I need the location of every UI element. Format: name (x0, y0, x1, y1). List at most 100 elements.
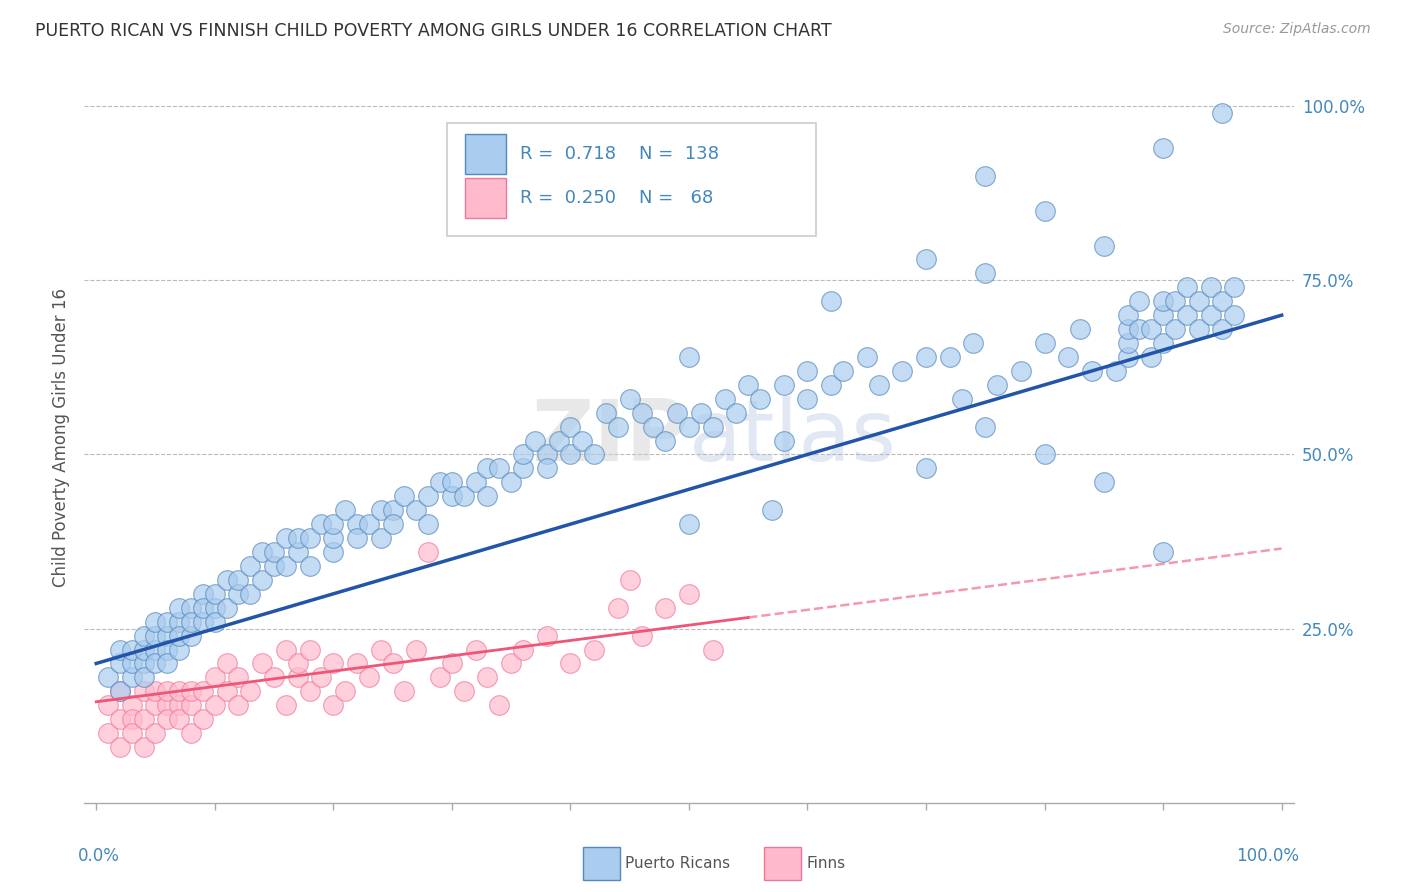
Point (1152, 336, 1174, 351)
Point (145, 726, 167, 740)
Point (381, 503, 404, 517)
Point (868, 377, 890, 392)
Point (418, 517, 440, 532)
Point (274, 698, 297, 713)
Point (678, 350, 700, 364)
Point (239, 684, 262, 698)
Point (1116, 336, 1139, 351)
Point (702, 642, 724, 657)
Point (950, 392, 973, 406)
FancyBboxPatch shape (465, 135, 506, 174)
Point (145, 684, 167, 698)
Point (820, 377, 842, 392)
Text: Finns: Finns (806, 856, 845, 871)
Point (606, 419, 628, 434)
Point (820, 294, 842, 309)
Point (440, 489, 463, 503)
Point (974, 419, 997, 434)
Point (689, 406, 711, 420)
Text: R =  0.250    N =   68: R = 0.250 N = 68 (520, 189, 713, 207)
Point (298, 684, 321, 698)
Point (1223, 308, 1246, 322)
Point (108, 684, 131, 698)
Point (1116, 308, 1139, 322)
Point (1128, 322, 1150, 336)
Point (156, 712, 179, 726)
Point (145, 698, 167, 713)
Point (108, 740, 131, 755)
Point (749, 392, 772, 406)
Point (1057, 350, 1080, 364)
Point (215, 657, 238, 671)
Point (394, 489, 416, 503)
Point (915, 461, 938, 475)
Point (1069, 322, 1091, 336)
Point (274, 642, 297, 657)
Point (121, 657, 143, 671)
Point (1164, 294, 1187, 309)
Point (761, 503, 783, 517)
Point (501, 475, 523, 490)
Point (263, 545, 285, 559)
Point (191, 600, 214, 615)
Point (832, 364, 855, 378)
Text: Source: ZipAtlas.com: Source: ZipAtlas.com (1223, 22, 1371, 37)
Point (772, 434, 794, 448)
Point (167, 712, 190, 726)
Point (145, 615, 167, 629)
Text: PUERTO RICAN VS FINNISH CHILD POVERTY AMONG GIRLS UNDER 16 CORRELATION CHART: PUERTO RICAN VS FINNISH CHILD POVERTY AM… (35, 22, 832, 40)
Point (1152, 294, 1174, 309)
Text: atlas: atlas (689, 395, 897, 479)
Point (512, 642, 534, 657)
Point (97, 726, 120, 740)
Point (440, 475, 463, 490)
Point (322, 698, 344, 713)
Point (97, 670, 120, 684)
Point (274, 558, 297, 573)
Point (654, 600, 676, 615)
Point (370, 503, 392, 517)
Point (121, 698, 143, 713)
Point (512, 461, 534, 475)
Point (145, 657, 167, 671)
Point (678, 419, 700, 434)
Point (215, 600, 238, 615)
FancyBboxPatch shape (763, 847, 801, 880)
Point (1116, 350, 1139, 364)
Point (156, 615, 179, 629)
Point (121, 642, 143, 657)
Point (1188, 294, 1211, 309)
Point (156, 698, 179, 713)
Point (180, 698, 202, 713)
Point (132, 712, 155, 726)
Point (630, 406, 652, 420)
Point (725, 406, 748, 420)
Point (464, 642, 486, 657)
Point (145, 642, 167, 657)
Point (560, 448, 582, 462)
Point (346, 531, 368, 545)
Point (191, 587, 214, 601)
Point (132, 629, 155, 643)
Point (405, 642, 427, 657)
Point (536, 461, 558, 475)
Point (191, 615, 214, 629)
Point (1105, 364, 1128, 378)
Point (1033, 448, 1056, 462)
Point (132, 657, 155, 671)
Point (1092, 475, 1115, 490)
Point (583, 448, 606, 462)
Point (156, 657, 179, 671)
Text: Puerto Ricans: Puerto Ricans (624, 856, 730, 871)
Point (121, 726, 143, 740)
Point (1152, 308, 1174, 322)
Point (357, 670, 380, 684)
Point (560, 657, 582, 671)
Y-axis label: Child Poverty Among Girls Under 16: Child Poverty Among Girls Under 16 (52, 287, 70, 587)
Text: ZIP: ZIP (531, 395, 689, 479)
Point (974, 169, 997, 183)
Text: R =  0.718    N =  138: R = 0.718 N = 138 (520, 145, 718, 163)
Point (228, 573, 250, 587)
Point (986, 377, 1008, 392)
Point (204, 587, 226, 601)
